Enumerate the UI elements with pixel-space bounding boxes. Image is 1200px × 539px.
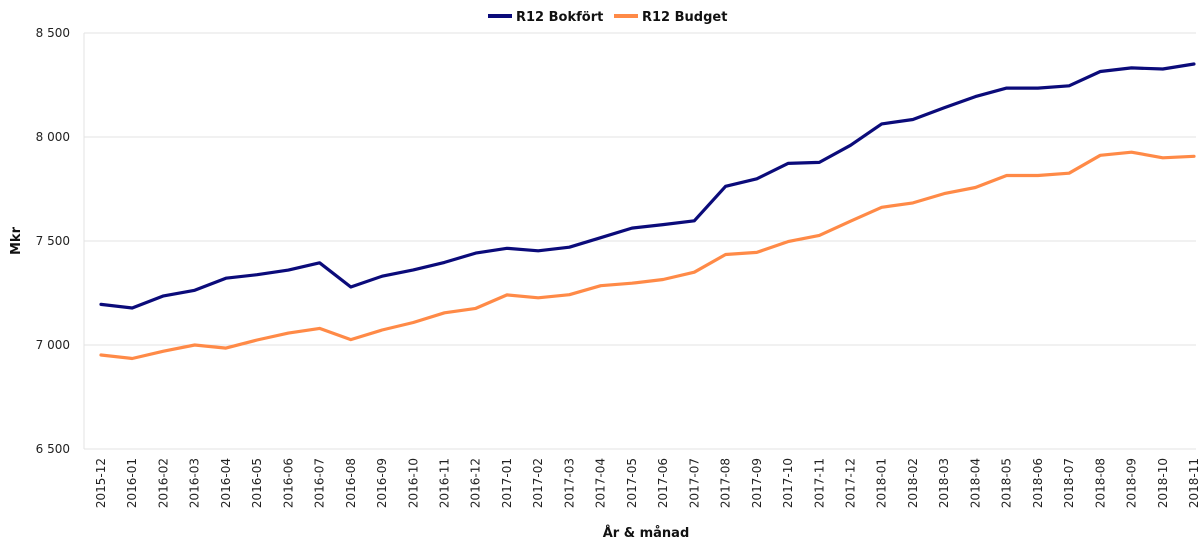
x-tick-label: 2017-10: [781, 458, 795, 508]
x-tick-label: 2016-08: [344, 458, 358, 508]
x-tick-label: 2016-10: [406, 458, 420, 508]
y-tick-label: 7 000: [36, 338, 70, 352]
x-tick-label: 2016-03: [188, 458, 202, 508]
x-tick-label: 2016-06: [281, 458, 295, 508]
x-tick-label: 2018-10: [1156, 458, 1170, 508]
x-tick-label: 2017-09: [750, 458, 764, 508]
x-tick-label: 2017-01: [500, 458, 514, 508]
y-tick-label: 6 500: [36, 442, 70, 456]
x-tick-label: 2018-07: [1062, 458, 1076, 508]
x-tick-label: 2017-05: [625, 458, 639, 508]
series-lines: [99, 62, 1196, 361]
x-tick-label: 2017-03: [562, 458, 576, 508]
x-tick-label: 2018-02: [906, 458, 920, 508]
series-line-budget: [99, 150, 1196, 361]
y-tick-label: 8 500: [36, 26, 70, 40]
x-tick-label: 2016-02: [156, 458, 170, 508]
legend: R12 Bokfört R12 Budget: [488, 10, 727, 25]
x-tick-label: 2016-12: [469, 458, 483, 508]
y-tick-label: 8 000: [36, 130, 70, 144]
x-tick-label: 2018-05: [1000, 458, 1014, 508]
x-tick-label: 2017-08: [719, 458, 733, 508]
x-tick-label: 2017-06: [656, 458, 670, 508]
x-tick-label: 2018-04: [968, 458, 982, 508]
legend-label-bokfort: R12 Bokfört: [516, 10, 603, 25]
x-tick-label: 2018-01: [875, 458, 889, 508]
x-tick-label: 2018-11: [1187, 458, 1200, 508]
x-tick-label: 2018-08: [1093, 458, 1107, 508]
x-tick-label: 2016-04: [219, 458, 233, 508]
x-axis-ticks: 2015-12 2016-01 2016-02 2016-03 2016-04 2016-…: [94, 458, 1200, 508]
x-tick-label: 2016-07: [313, 458, 327, 508]
x-tick-label: 2017-04: [594, 458, 608, 508]
x-tick-label: 2016-01: [125, 458, 139, 508]
y-axis-title: Mkr: [9, 226, 24, 255]
x-tick-label: 2017-02: [531, 458, 545, 508]
y-axis-ticks: 6 500 7 000 7 500 8 000 8 500: [36, 26, 70, 456]
x-tick-label: 2017-07: [687, 458, 701, 508]
x-tick-label: 2016-11: [438, 458, 452, 508]
x-tick-label: 2018-03: [937, 458, 951, 508]
legend-label-budget: R12 Budget: [642, 10, 727, 25]
gridlines: [83, 32, 1196, 450]
series-line-bokfort: [99, 62, 1196, 310]
x-tick-label: 2017-11: [812, 458, 826, 508]
x-tick-label: 2016-09: [375, 458, 389, 508]
x-tick-label: 2018-06: [1031, 458, 1045, 508]
x-tick-label: 2018-09: [1125, 458, 1139, 508]
x-tick-label: 2017-12: [843, 458, 857, 508]
x-tick-label: 2015-12: [94, 458, 108, 508]
x-tick-label: 2016-05: [250, 458, 264, 508]
x-axis-title: År & månad: [603, 525, 690, 539]
y-tick-label: 7 500: [36, 234, 70, 248]
